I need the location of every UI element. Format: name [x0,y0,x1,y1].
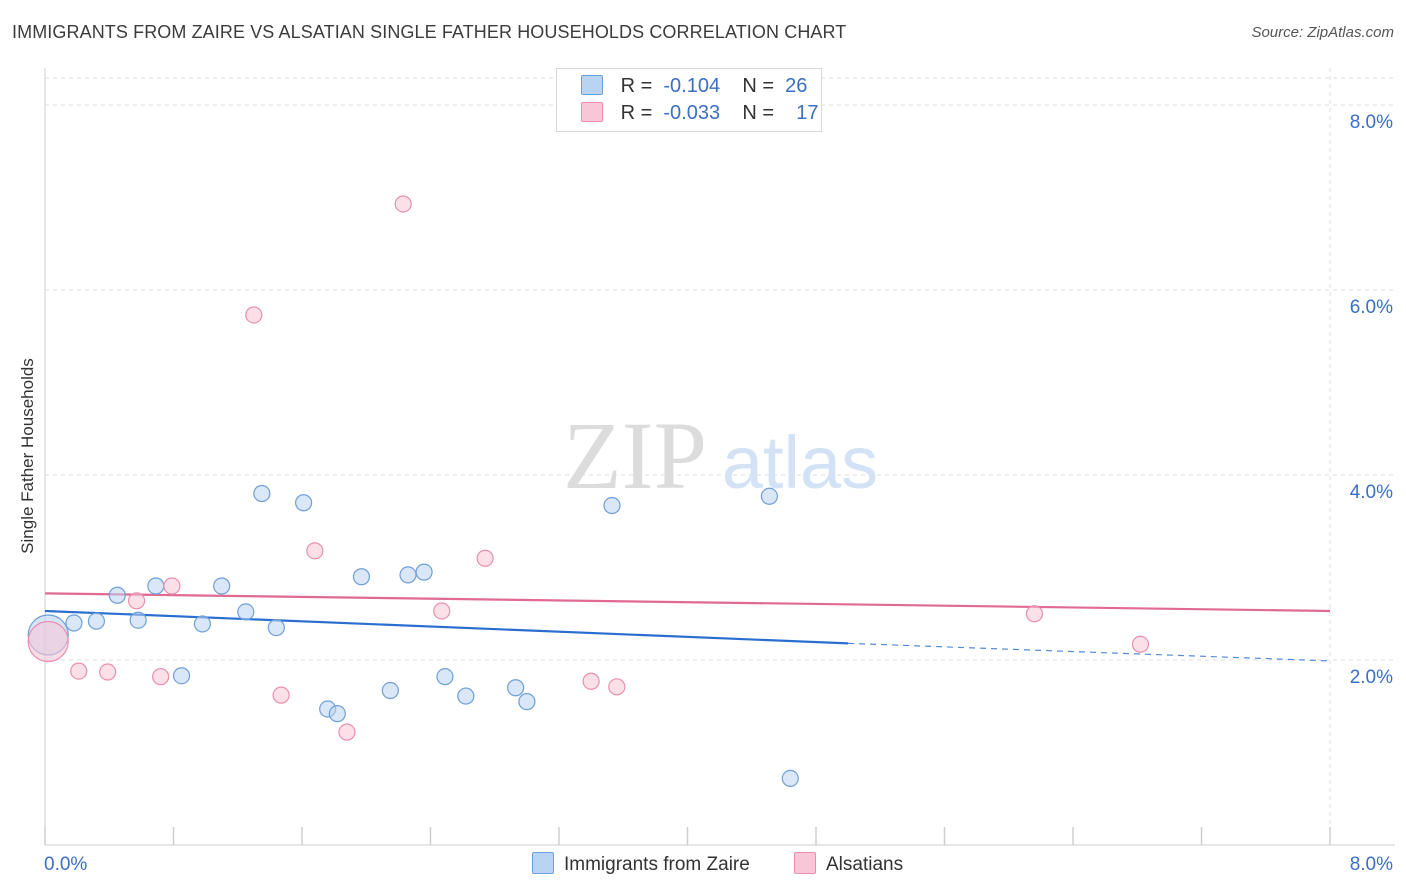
point-alsatians [163,577,181,595]
point-zaire [193,615,212,633]
legend-label-zaire: Immigrants from Zaire [564,854,750,875]
legend-swatch-zaire [581,75,603,95]
watermark-zip: ZIP [563,402,707,509]
chart-title: IMMIGRANTS FROM ZAIRE VS ALSATIAN SINGLE… [12,22,847,42]
legend-n-label: N = [742,75,775,97]
point-zaire [352,568,371,586]
point-alsatians [338,723,356,741]
legend-r-value: -0.104 [663,75,721,97]
point-zaire [381,681,399,700]
point-alsatians [306,542,324,560]
legend-label-alsatians: Alsatians [826,854,904,875]
point-alsatians [70,662,88,680]
point-zaire [108,586,126,604]
watermark: ZIP atlas [563,402,878,509]
point-zaire [147,577,165,595]
point-alsatians [127,592,146,610]
trend-line-zaire-extension [848,642,1331,662]
trend-line-alsatians [44,592,1331,613]
point-zaire [65,614,83,632]
point-alsatians [152,668,170,686]
point-alsatians [27,620,69,663]
x-tick-label: 8.0% [1350,854,1393,875]
point-zaire [129,611,147,629]
legend-swatch-alsatians [794,852,816,874]
point-zaire [781,769,799,788]
point-zaire [237,603,255,621]
point-zaire [399,566,417,584]
y-tick-label: 6.0% [1350,297,1393,318]
point-zaire [253,484,271,503]
point-zaire [507,679,525,697]
point-zaire [87,612,106,630]
legend-r-label: R = [620,75,653,97]
grid-lines [45,68,1395,845]
point-zaire [267,619,285,637]
y-tick-label: 4.0% [1350,482,1393,503]
legend-r-value: -0.033 [663,102,721,124]
legend-row-zaire: R = -0.104 N = 26 [581,75,807,98]
trend-lines [44,592,1331,662]
point-zaire [603,496,621,515]
source-label: Source: ZipAtlas.com [1251,24,1394,41]
point-alsatians [245,306,263,324]
legend-swatch-alsatians [581,102,603,122]
legend-item-zaire: Immigrants from Zaire [532,852,750,876]
legend-n-label: N = [742,102,775,124]
trend-line-zaire [44,609,849,645]
point-zaire [295,494,313,512]
point-alsatians [394,195,412,213]
point-zaire [760,487,779,505]
legend-r-label: R = [620,102,653,124]
y-tick-label: 2.0% [1350,667,1393,688]
point-alsatians [433,602,451,620]
point-alsatians [608,678,626,696]
legend-n-value: 17 [796,102,819,124]
point-alsatians [272,686,290,704]
point-alsatians [582,672,600,690]
point-alsatians [1131,635,1150,653]
legend-n-value: 26 [785,75,808,97]
legend-item-alsatians: Alsatians [794,852,903,876]
point-zaire [457,687,475,705]
point-alsatians [99,663,117,681]
y-tick-label: 8.0% [1350,112,1393,133]
x-tick-label: 0.0% [44,854,87,875]
axes [44,68,1395,846]
legend-swatch-zaire [532,852,554,874]
point-alsatians [476,549,494,567]
stats-legend: R = -0.104 N = 26 R = -0.033 N = 17 [556,68,822,132]
point-zaire [328,705,346,723]
point-zaire [518,693,536,711]
data-points [27,195,1150,788]
point-zaire [172,667,191,685]
point-alsatians [1025,605,1044,623]
legend-row-alsatians: R = -0.033 N = 17 [581,102,819,125]
point-zaire [213,577,231,595]
point-zaire [436,668,454,686]
watermark-atlas: atlas [722,421,878,504]
tick-labels: 2.0% 4.0% 6.0% 8.0% 0.0% 8.0% [44,112,1393,875]
point-zaire [415,563,433,581]
